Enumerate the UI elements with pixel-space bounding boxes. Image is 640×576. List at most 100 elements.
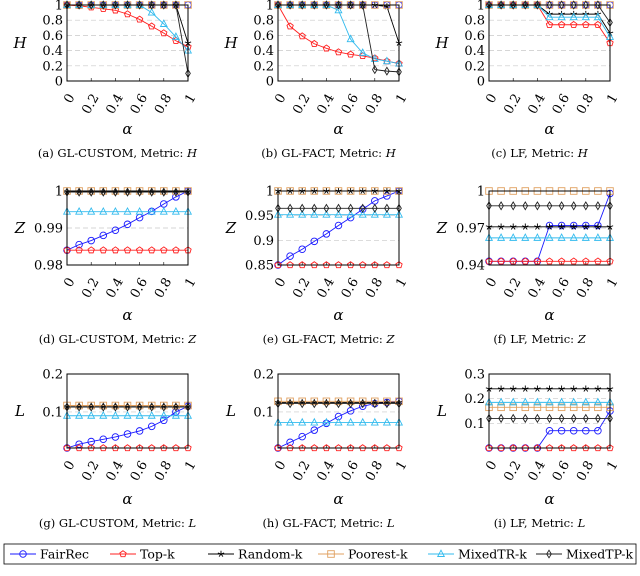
data-point	[334, 397, 343, 406]
data-point	[371, 1, 379, 8]
data-point	[111, 246, 120, 254]
data-point	[371, 203, 378, 213]
legend: FairRec Top-k Random-k Poorest-k MixedTR-k Mi…	[3, 543, 637, 565]
data-point	[522, 385, 529, 392]
subplot-d: 0.98 0.99 1 0 0.2 0.4 0.6 0.8 1 Zα (d) GL-CUSTOM, …	[14, 185, 200, 347]
x-tick-label: 1	[182, 459, 199, 474]
data-point	[310, 426, 319, 434]
x-tick-label: 0.4	[315, 459, 338, 484]
x-tick-label: 0.2	[79, 459, 102, 484]
axes-frame	[488, 373, 611, 449]
data-point	[582, 426, 590, 435]
data-point	[582, 444, 590, 452]
y-tick-label: 0	[266, 75, 274, 90]
data-point	[594, 20, 602, 28]
y-tick-label: 1	[55, 0, 63, 14]
series-random-k	[485, 1, 614, 37]
data-point	[334, 5, 343, 14]
x-tick-label: 0.2	[501, 459, 524, 484]
data-point	[286, 22, 294, 30]
subplot-caption: (g) GL-CUSTOM, Metric: L	[39, 516, 196, 530]
data-point	[534, 223, 541, 230]
series-fairrec	[274, 187, 403, 269]
legend-marker	[19, 550, 27, 558]
caption-text: (h) GL-FACT, Metric:	[262, 516, 386, 530]
data-point	[509, 223, 517, 230]
y-tick-label: 0.3	[464, 368, 485, 383]
data-point	[595, 201, 601, 211]
x-tick-label: 0	[483, 276, 500, 291]
data-point	[334, 48, 343, 56]
data-point	[582, 403, 590, 412]
data-point	[287, 0, 293, 10]
data-point	[135, 15, 144, 23]
caption-metric: H	[577, 146, 589, 160]
axes-frame	[66, 373, 189, 449]
x-axis-label: α	[122, 306, 132, 324]
data-point	[522, 413, 529, 424]
data-point	[147, 410, 156, 419]
x-tick-label: 0.6	[339, 92, 362, 117]
y-tick-label: 0.4	[464, 44, 485, 59]
subplot-e: 0.85 0.9 0.95 1 0 0.2 0.4 0.6 0.8 1 Zα (e) GL-FACT,…	[225, 185, 411, 347]
data-point	[370, 54, 379, 62]
x-tick-label: 0.8	[363, 92, 386, 117]
data-point	[594, 257, 602, 265]
data-point	[594, 444, 602, 452]
data-point	[582, 0, 589, 10]
data-point	[184, 444, 192, 452]
data-point	[546, 385, 553, 392]
data-point	[346, 34, 355, 43]
data-point	[87, 236, 95, 245]
caption-metric: H	[385, 146, 397, 160]
data-point	[299, 398, 306, 409]
y-tick-label: 0.2	[464, 59, 485, 74]
data-point	[533, 397, 542, 406]
y-tick-label: 0.2	[42, 368, 63, 383]
data-point	[148, 402, 155, 412]
x-axis-label: α	[333, 120, 343, 138]
data-point	[498, 413, 504, 424]
data-point	[570, 385, 577, 392]
data-point	[299, 203, 306, 213]
data-point	[546, 223, 553, 230]
data-point	[172, 444, 180, 452]
data-point	[545, 233, 554, 241]
subplot-caption: (d) GL-CUSTOM, Metric: Z	[39, 332, 198, 346]
data-point	[358, 48, 367, 56]
series-line	[67, 4, 189, 51]
x-tick-label: 0.4	[104, 92, 127, 117]
data-point	[323, 398, 330, 409]
x-tick-label: 0.4	[104, 276, 127, 301]
data-point	[371, 444, 379, 452]
data-point	[87, 246, 95, 254]
data-point	[558, 413, 565, 424]
data-point	[497, 403, 505, 412]
data-point	[286, 438, 294, 447]
data-point	[497, 397, 506, 406]
data-point	[521, 233, 530, 241]
subplot-a: 00.20.40.60.810 0.2 0.4 0.6 0.8 1Hα(a) GL-CUS…	[12, 0, 199, 160]
data-point	[159, 410, 168, 419]
series-line	[66, 405, 189, 449]
x-tick-label: 0.6	[550, 92, 573, 117]
data-point	[497, 223, 505, 230]
x-tick-label: 0	[272, 276, 289, 291]
data-point	[370, 209, 379, 218]
data-point	[545, 403, 554, 412]
data-point	[371, 64, 378, 75]
data-point	[557, 426, 566, 435]
y-tick-label: 0.95	[245, 209, 274, 224]
legend-entry-fairrec: FairRec	[10, 547, 89, 562]
data-point	[582, 257, 590, 265]
data-point	[76, 0, 82, 10]
data-point	[557, 233, 566, 241]
x-tick-label: 0.4	[315, 276, 338, 301]
caption-text: (e) GL-FACT, Metric:	[263, 332, 387, 346]
data-point	[545, 221, 554, 230]
data-point	[569, 397, 578, 406]
data-point	[334, 221, 343, 230]
data-point	[173, 402, 179, 412]
data-point	[557, 12, 566, 21]
x-tick-label: 0.4	[526, 459, 549, 484]
